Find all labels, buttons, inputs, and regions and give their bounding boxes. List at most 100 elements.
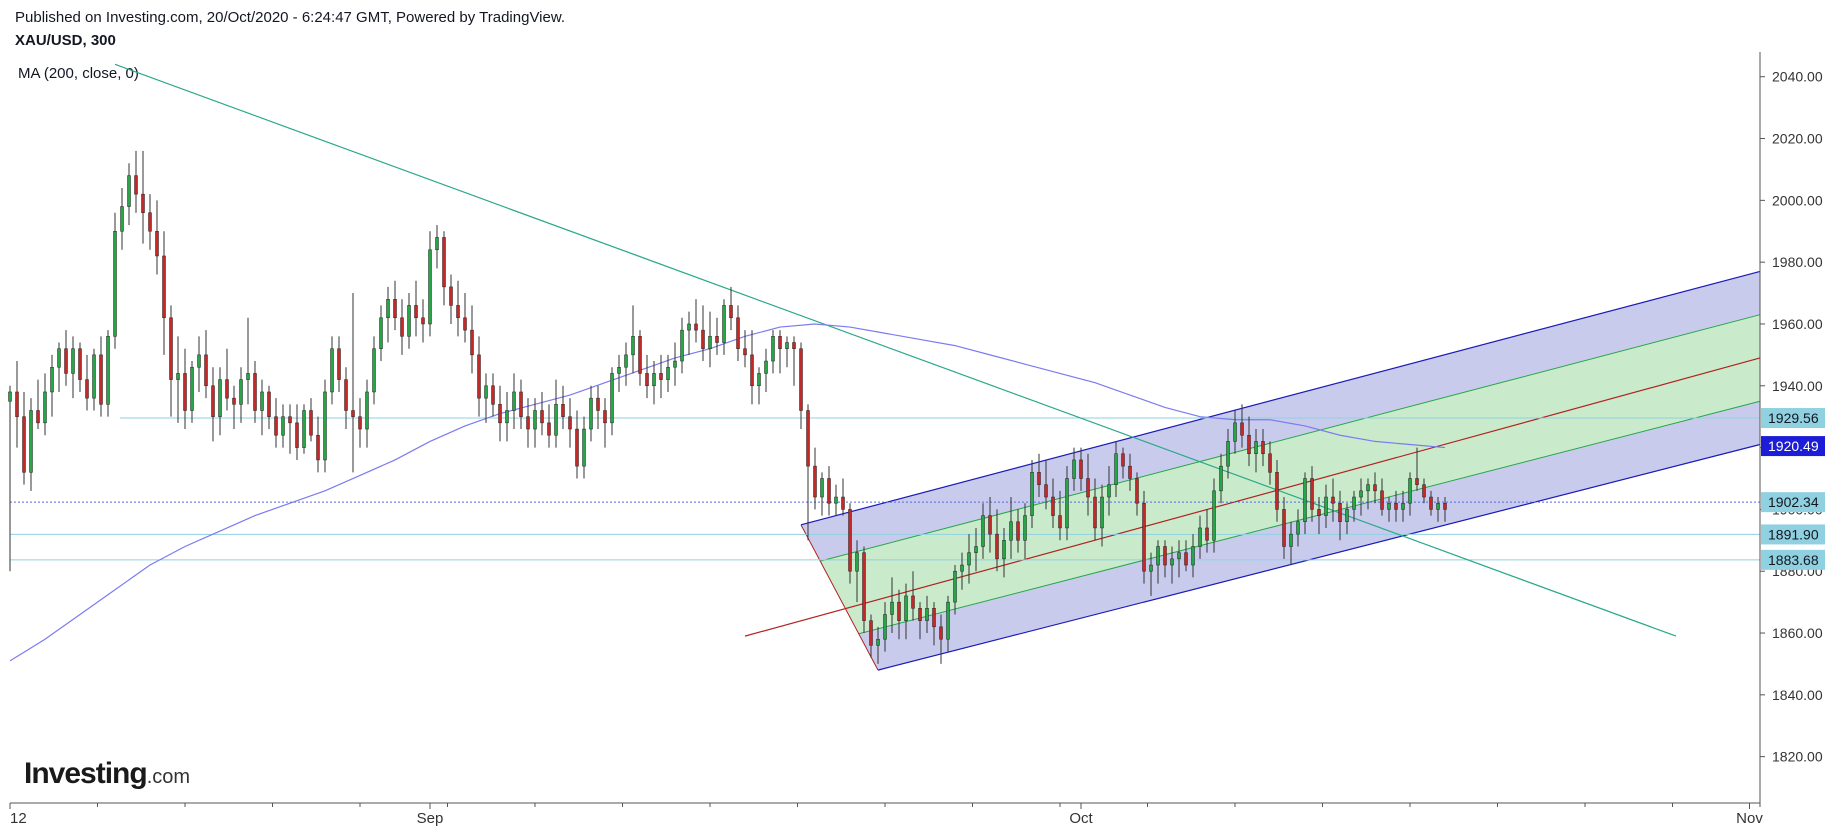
candle-body: [239, 379, 243, 405]
candle-body: [1268, 453, 1272, 473]
candle-body: [617, 366, 621, 374]
candle-body: [134, 175, 138, 195]
candle-body: [1030, 472, 1034, 516]
candle-body: [1114, 453, 1118, 485]
candle-body: [904, 595, 908, 621]
candle-body: [358, 416, 362, 430]
candle-body: [323, 391, 327, 461]
candle-body: [1219, 465, 1223, 492]
candle-body: [253, 373, 257, 411]
pitchfork-inner-lower-line[interactable]: [858, 400, 1761, 635]
candle-body: [1380, 490, 1384, 510]
candle-body: [148, 212, 152, 232]
symbol-title: XAU/USD, 300: [15, 32, 116, 49]
candle-body: [834, 496, 838, 504]
candle-body: [393, 298, 397, 319]
pitchfork-handle-line[interactable]: [800, 524, 879, 671]
candle-body: [1331, 496, 1335, 504]
candle-body: [505, 410, 509, 424]
candle-body: [407, 305, 411, 337]
candle-body: [1352, 496, 1356, 510]
candle-body: [1093, 496, 1097, 529]
candle-body: [1408, 478, 1412, 504]
candle-body: [71, 348, 75, 374]
candle-body: [57, 348, 61, 368]
candle-body: [939, 626, 943, 640]
candle-body: [659, 373, 663, 380]
x-tick-label-sep: Sep: [417, 810, 444, 827]
candle-body: [631, 336, 635, 356]
price-label-1920.49: 1920.49: [1768, 438, 1819, 454]
candle-body: [596, 397, 600, 411]
candle-body: [645, 373, 649, 387]
candle-body: [176, 373, 180, 380]
candle-body: [400, 317, 404, 337]
candle-body: [1205, 527, 1209, 541]
candle-body: [1401, 502, 1405, 510]
candle-body: [1128, 465, 1132, 479]
candle-body: [1086, 478, 1090, 498]
candle-body: [372, 348, 376, 393]
candle-body: [1422, 484, 1426, 498]
candle-body: [295, 422, 299, 448]
candle-body: [484, 385, 488, 399]
candle-body: [225, 379, 229, 399]
candle-body: [246, 373, 250, 380]
candle-body: [540, 410, 544, 424]
candle-body: [379, 317, 383, 349]
candle-body: [204, 354, 208, 387]
candle-body: [736, 317, 740, 349]
candle-body: [1044, 484, 1048, 498]
candle-body: [1387, 502, 1391, 510]
x-tick-label-oct: Oct: [1069, 810, 1093, 827]
candle-body: [1373, 484, 1377, 492]
candle-body: [281, 416, 285, 436]
candle-body: [127, 175, 131, 207]
published-caption: Published on Investing.com, 20/Oct/2020 …: [15, 9, 566, 26]
descending-trendline[interactable]: [114, 63, 1677, 637]
candle-body: [883, 614, 887, 640]
candle-body: [792, 342, 796, 349]
candle-body: [414, 305, 418, 319]
price-label-1883.68: 1883.68: [1768, 552, 1819, 568]
investing-logo: Investing.com: [24, 757, 190, 791]
candle-body: [519, 391, 523, 417]
candle-body: [1002, 540, 1006, 560]
candle-body: [85, 379, 89, 399]
candle-body: [582, 428, 586, 467]
candle-body: [141, 193, 145, 213]
candle-body: [869, 620, 873, 646]
candle-body: [1247, 434, 1251, 455]
pitchfork-lower-line[interactable]: [877, 443, 1761, 671]
candle-body: [1310, 478, 1314, 510]
candle-body: [1016, 521, 1020, 541]
candle-body: [498, 404, 502, 424]
pitchfork-inner-fill: [820, 314, 1760, 634]
candle-body: [1394, 502, 1398, 510]
candle-body: [1443, 502, 1447, 510]
candle-body: [22, 416, 26, 473]
price-label-box: [1761, 549, 1825, 570]
candle-body: [1359, 490, 1363, 498]
y-tick-label: 2020.00: [1772, 131, 1823, 147]
pitchfork-inner-upper-line[interactable]: [820, 314, 1761, 562]
candle-body: [1212, 490, 1216, 541]
x-tick-label-nov: Nov: [1736, 810, 1763, 827]
candle-body: [589, 397, 593, 430]
candle-body: [708, 336, 712, 349]
candle-body: [190, 366, 194, 411]
ma-indicator-legend[interactable]: MA (200, close, 0): [18, 65, 139, 82]
price-label-1891.90: 1891.90: [1768, 526, 1819, 542]
candle-body: [1282, 509, 1286, 547]
candle-body: [813, 465, 817, 498]
candle-body: [967, 552, 971, 566]
candle-body: [554, 404, 558, 436]
pitchfork-upper-line[interactable]: [800, 270, 1761, 526]
candle-body: [1107, 484, 1111, 498]
pitchfork-median-line[interactable]: [744, 357, 1761, 637]
candle-body: [694, 323, 698, 331]
candle-body: [575, 428, 579, 467]
candle-body: [337, 348, 341, 380]
candle-body: [911, 595, 915, 609]
